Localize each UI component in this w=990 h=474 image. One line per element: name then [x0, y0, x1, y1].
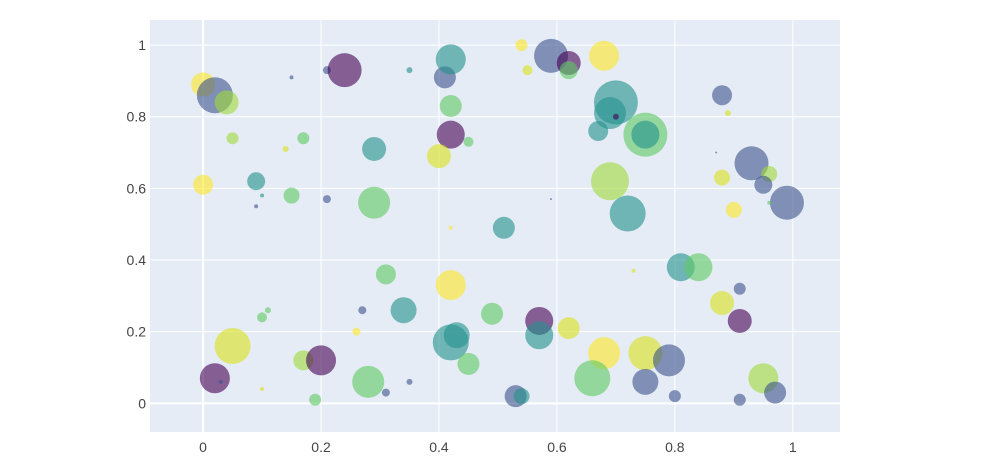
scatter-point[interactable] [443, 322, 470, 349]
scatter-point[interactable] [724, 110, 731, 117]
scatter-point[interactable] [406, 67, 413, 74]
scatter-point[interactable] [714, 169, 731, 186]
x-tick-label: 0.8 [665, 439, 685, 455]
scatter-point[interactable] [631, 120, 660, 149]
scatter-point[interactable] [381, 388, 390, 397]
scatter-point[interactable] [260, 387, 265, 392]
scatter-point[interactable] [588, 121, 609, 142]
scatter-point[interactable] [193, 174, 214, 195]
scatter-point[interactable] [247, 172, 266, 191]
x-axis-ticks: 0 0.2 0.4 0.6 0.8 1 [199, 439, 797, 455]
scatter-point[interactable] [481, 302, 504, 325]
x-tick-label: 0.4 [429, 439, 449, 455]
scatter-point[interactable] [764, 381, 787, 404]
scatter-point[interactable] [426, 144, 451, 169]
scatter-point[interactable] [725, 201, 742, 218]
scatter-point[interactable] [306, 345, 337, 376]
scatter-point[interactable] [199, 363, 230, 394]
scatter-point[interactable] [226, 132, 239, 145]
y-tick-label: 0.4 [127, 252, 147, 268]
scatter-point[interactable] [218, 379, 223, 384]
scatter-point[interactable] [492, 216, 515, 239]
scatter-point[interactable] [684, 253, 713, 282]
y-tick-label: 1 [138, 37, 146, 53]
y-tick-label: 0 [138, 395, 146, 411]
y-tick-label: 0.2 [127, 324, 147, 340]
scatter-point[interactable] [362, 136, 387, 161]
scatter-point[interactable] [609, 195, 646, 232]
scatter-point[interactable] [297, 132, 310, 145]
y-axis-ticks: 0 0.2 0.4 0.6 0.8 1 [127, 37, 147, 411]
scatter-point[interactable] [550, 198, 553, 201]
scatter-point[interactable] [612, 113, 619, 120]
scatter-point[interactable] [522, 65, 533, 76]
scatter-point[interactable] [254, 204, 259, 209]
scatter-point[interactable] [589, 40, 620, 71]
scatter-point[interactable] [406, 378, 413, 385]
x-tick-label: 0.6 [547, 439, 567, 455]
scatter-point[interactable] [559, 61, 578, 80]
scatter-point[interactable] [214, 90, 239, 115]
scatter-point[interactable] [439, 94, 462, 117]
scatter-point[interactable] [327, 53, 362, 88]
scatter-point[interactable] [515, 39, 528, 52]
scatter-point[interactable] [594, 97, 626, 130]
x-tick-label: 0.2 [311, 439, 331, 455]
scatter-point[interactable] [733, 282, 746, 295]
scatter-point[interactable] [710, 291, 735, 316]
scatter-point[interactable] [733, 393, 746, 406]
scatter-point[interactable] [463, 136, 474, 147]
y-tick-label: 0.6 [127, 180, 147, 196]
scatter-point[interactable] [525, 321, 554, 350]
scatter-point[interactable] [264, 307, 271, 314]
scatter-point[interactable] [283, 187, 300, 204]
scatter-point[interactable] [734, 146, 769, 181]
scatter-point[interactable] [769, 185, 804, 220]
scatter-point[interactable] [436, 120, 465, 149]
x-tick-label: 0 [199, 439, 207, 455]
scatter-point[interactable] [375, 264, 396, 285]
scatter-point[interactable] [591, 162, 629, 201]
scatter-point[interactable] [322, 195, 331, 204]
scatter-point[interactable] [214, 328, 251, 365]
scatter-point[interactable] [390, 297, 417, 324]
scatter-point[interactable] [257, 312, 268, 323]
scatter-point[interactable] [652, 344, 685, 377]
scatter-point[interactable] [352, 365, 385, 398]
scatter-point[interactable] [260, 193, 265, 198]
grid-lines [150, 20, 840, 432]
scatter-point[interactable] [435, 270, 466, 301]
scatter-point[interactable] [358, 306, 367, 315]
scatter-point[interactable] [289, 75, 294, 80]
scatter-point[interactable] [513, 388, 530, 405]
scatter-point[interactable] [309, 393, 322, 406]
x-tick-label: 1 [789, 439, 797, 455]
scatter-point[interactable] [767, 200, 772, 205]
scatter-point[interactable] [457, 352, 480, 375]
scatter-point[interactable] [668, 390, 681, 403]
scatter-point[interactable] [448, 225, 453, 230]
scatter-point[interactable] [557, 317, 580, 340]
scatter-point[interactable] [754, 175, 773, 194]
scatter-point[interactable] [435, 44, 466, 75]
scatter-point[interactable] [282, 145, 289, 152]
data-points [191, 38, 804, 408]
scatter-point[interactable] [574, 360, 611, 397]
scatter-point[interactable] [715, 151, 718, 154]
scatter-point[interactable] [631, 268, 636, 273]
scatter-point[interactable] [632, 368, 659, 395]
scatter-point[interactable] [352, 327, 361, 336]
scatter-point[interactable] [358, 186, 391, 219]
y-tick-label: 0.8 [127, 109, 147, 125]
scatter-point[interactable] [712, 85, 733, 106]
scatter-point[interactable] [727, 308, 752, 333]
